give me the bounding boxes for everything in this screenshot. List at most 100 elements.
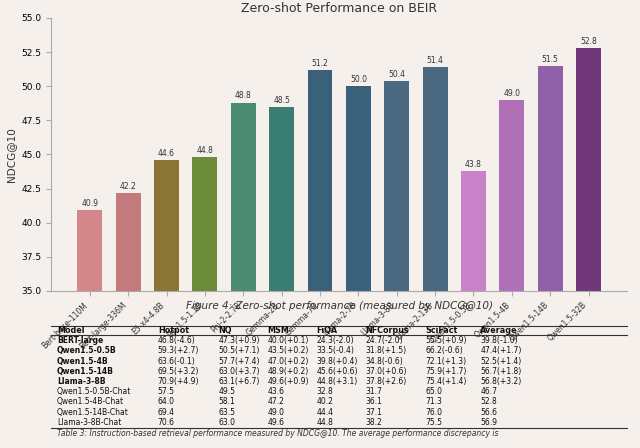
Text: 51.4: 51.4 [427, 56, 444, 65]
Text: 47.0(+0.2): 47.0(+0.2) [268, 357, 308, 366]
Text: 39.8(-1.0): 39.8(-1.0) [480, 336, 518, 345]
Text: 44.4: 44.4 [316, 408, 333, 417]
Text: 69.4: 69.4 [157, 408, 175, 417]
Text: SciFact: SciFact [426, 326, 458, 335]
Text: NFCorpus: NFCorpus [365, 326, 409, 335]
Text: Qwen1.5-0.5B: Qwen1.5-0.5B [57, 346, 116, 355]
Bar [116, 193, 141, 448]
Text: 63.5: 63.5 [218, 408, 236, 417]
Text: 43.8: 43.8 [465, 160, 482, 169]
Text: 47.2: 47.2 [268, 397, 284, 406]
Text: 49.5: 49.5 [218, 387, 236, 396]
Text: 49.6: 49.6 [268, 418, 284, 426]
Text: 36.1: 36.1 [365, 397, 382, 406]
Text: Hotpot: Hotpot [157, 326, 189, 335]
Bar [231, 103, 256, 448]
Text: 51.5: 51.5 [541, 55, 559, 64]
Text: 24.3(-2.0): 24.3(-2.0) [316, 336, 354, 345]
Text: 40.0(+0.1): 40.0(+0.1) [268, 336, 308, 345]
Bar [461, 171, 486, 448]
Text: 56.8(+3.2): 56.8(+3.2) [480, 377, 522, 386]
Text: 63.0: 63.0 [218, 418, 236, 426]
Bar [77, 211, 102, 448]
Text: 56.7(+1.8): 56.7(+1.8) [480, 367, 522, 376]
Text: 57.5: 57.5 [157, 387, 175, 396]
Text: 37.1: 37.1 [365, 408, 382, 417]
Text: 24.7(-2.0): 24.7(-2.0) [365, 336, 403, 345]
Text: 49.0: 49.0 [503, 89, 520, 98]
Text: 56.9: 56.9 [480, 418, 497, 426]
Text: 58.1: 58.1 [218, 397, 235, 406]
Text: 52.8: 52.8 [480, 397, 497, 406]
Text: MSM: MSM [268, 326, 289, 335]
Text: BERT-large: BERT-large [57, 336, 103, 345]
Text: 44.6: 44.6 [158, 149, 175, 158]
Bar [269, 107, 294, 448]
Text: 44.8: 44.8 [316, 418, 333, 426]
Text: 48.8: 48.8 [235, 91, 252, 100]
Text: 31.8(+1.5): 31.8(+1.5) [365, 346, 406, 355]
Text: 46.8(-4.6): 46.8(-4.6) [157, 336, 195, 345]
Text: 70.9(+4.9): 70.9(+4.9) [157, 377, 199, 386]
Text: 71.3: 71.3 [426, 397, 442, 406]
Text: 50.5(+7.1): 50.5(+7.1) [218, 346, 260, 355]
Text: 50.4: 50.4 [388, 69, 405, 79]
Text: 50.0: 50.0 [350, 75, 367, 84]
Text: Model: Model [57, 326, 84, 335]
Text: 72.1(+1.3): 72.1(+1.3) [426, 357, 467, 366]
Text: Qwen1.5-14B-Chat: Qwen1.5-14B-Chat [57, 408, 129, 417]
Text: 33.5(-0.4): 33.5(-0.4) [316, 346, 354, 355]
Text: 48.5: 48.5 [273, 95, 290, 104]
Text: 52.5(+1.4): 52.5(+1.4) [480, 357, 522, 366]
Text: 59.3(+2.7): 59.3(+2.7) [157, 346, 199, 355]
Text: Qwen1.5-0.5B-Chat: Qwen1.5-0.5B-Chat [57, 387, 131, 396]
Text: 44.8: 44.8 [196, 146, 213, 155]
Text: 65.0: 65.0 [426, 387, 443, 396]
Text: 76.0: 76.0 [426, 408, 443, 417]
Text: 75.5: 75.5 [426, 418, 443, 426]
Text: 57.7(+7.4): 57.7(+7.4) [218, 357, 260, 366]
Text: 32.8: 32.8 [316, 387, 333, 396]
Text: 75.4(+1.4): 75.4(+1.4) [426, 377, 467, 386]
Text: 47.4(+1.7): 47.4(+1.7) [480, 346, 522, 355]
Text: Qwen1.5-4B: Qwen1.5-4B [57, 357, 109, 366]
Text: 52.8: 52.8 [580, 37, 597, 46]
Text: 43.6: 43.6 [268, 387, 284, 396]
Bar [538, 66, 563, 448]
Text: 55.5(+0.9): 55.5(+0.9) [426, 336, 467, 345]
Bar [308, 70, 333, 448]
Bar [499, 100, 524, 448]
Text: FiQA: FiQA [316, 326, 337, 335]
Text: Qwen1.5-4B-Chat: Qwen1.5-4B-Chat [57, 397, 124, 406]
Text: 40.9: 40.9 [81, 199, 99, 208]
Text: 40.2: 40.2 [316, 397, 333, 406]
Text: 37.0(+0.6): 37.0(+0.6) [365, 367, 406, 376]
Y-axis label: NDCG@10: NDCG@10 [6, 127, 16, 182]
Text: 43.5(+0.2): 43.5(+0.2) [268, 346, 308, 355]
Text: 49.6(+0.9): 49.6(+0.9) [268, 377, 308, 386]
Text: 56.6: 56.6 [480, 408, 497, 417]
Text: Table 3: Instruction-based retrieval performance measured by NDCG@10. The averag: Table 3: Instruction-based retrieval per… [57, 429, 499, 438]
Text: Average: Average [480, 326, 518, 335]
Bar [384, 81, 409, 448]
Text: 39.8(+0.4): 39.8(+0.4) [316, 357, 358, 366]
Text: Figure 4: Zero-shot performance (measured by NDCG@10): Figure 4: Zero-shot performance (measure… [186, 302, 493, 311]
Text: 63.0(+3.7): 63.0(+3.7) [218, 367, 260, 376]
Text: 47.3(+0.9): 47.3(+0.9) [218, 336, 260, 345]
Text: 31.7: 31.7 [365, 387, 382, 396]
Text: 70.6: 70.6 [157, 418, 175, 426]
Bar [154, 160, 179, 448]
Text: 63.1(+6.7): 63.1(+6.7) [218, 377, 260, 386]
Text: 38.2: 38.2 [365, 418, 382, 426]
Text: 42.2: 42.2 [120, 181, 136, 190]
Bar [346, 86, 371, 448]
Text: NQ: NQ [218, 326, 232, 335]
Text: 63.6(-0.1): 63.6(-0.1) [157, 357, 195, 366]
Text: 46.7: 46.7 [480, 387, 497, 396]
Text: 49.0: 49.0 [268, 408, 284, 417]
Text: Llama-3-8B-Chat: Llama-3-8B-Chat [57, 418, 122, 426]
Bar [422, 67, 447, 448]
Text: 48.9(+0.2): 48.9(+0.2) [268, 367, 308, 376]
Bar [576, 48, 601, 448]
Text: 66.2(-0.6): 66.2(-0.6) [426, 346, 463, 355]
